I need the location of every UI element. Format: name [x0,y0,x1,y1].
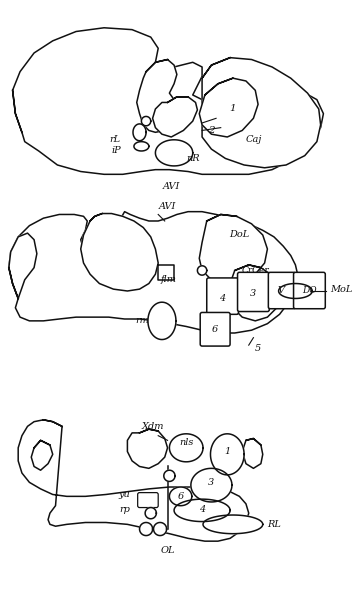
Polygon shape [155,140,193,166]
Polygon shape [158,265,174,280]
Text: AVI: AVI [163,182,180,191]
Polygon shape [279,284,312,298]
Text: nls: nls [179,438,193,447]
Text: 4: 4 [199,505,205,514]
Text: DoL: DoL [229,231,250,240]
Text: CrCer: CrCer [241,266,269,275]
Polygon shape [174,499,230,522]
FancyBboxPatch shape [200,312,230,346]
Text: 3: 3 [208,478,215,487]
Polygon shape [152,97,197,137]
Polygon shape [31,440,53,470]
Polygon shape [9,212,298,333]
FancyBboxPatch shape [268,272,295,309]
Polygon shape [9,233,37,298]
Polygon shape [169,434,203,462]
Text: nR: nR [186,154,200,163]
Polygon shape [169,487,192,506]
Text: 4: 4 [220,294,226,303]
FancyBboxPatch shape [138,493,158,508]
Text: 3: 3 [250,289,257,298]
Text: RL: RL [268,520,281,529]
Polygon shape [227,265,280,321]
Polygon shape [210,434,244,475]
Polygon shape [154,523,167,536]
Text: 2: 2 [208,126,215,135]
Text: AVI: AVI [159,203,176,212]
Polygon shape [203,515,263,534]
Text: flm: flm [161,275,177,284]
Polygon shape [13,28,323,174]
Text: Caj: Caj [246,135,262,145]
Polygon shape [242,439,263,468]
Polygon shape [191,468,232,502]
FancyBboxPatch shape [238,272,269,312]
Polygon shape [148,302,176,340]
Text: MoL: MoL [330,285,352,293]
FancyBboxPatch shape [207,278,239,314]
Text: OL: OL [160,546,175,555]
Text: iP: iP [111,146,121,156]
Polygon shape [137,60,179,132]
Text: V: V [278,287,285,295]
Text: 5: 5 [255,345,261,353]
Polygon shape [18,420,249,541]
Text: 6: 6 [178,492,184,501]
Polygon shape [199,78,258,137]
FancyBboxPatch shape [294,272,325,309]
Polygon shape [133,124,146,141]
Polygon shape [142,117,151,126]
Text: yu: yu [119,490,130,499]
Text: 6: 6 [212,325,218,334]
Polygon shape [164,470,175,481]
Text: rL: rL [110,135,121,145]
Text: Xdm: Xdm [141,422,164,431]
Polygon shape [127,429,168,468]
Text: 1: 1 [229,104,236,113]
Text: rm: rm [135,317,149,325]
Polygon shape [202,57,321,168]
Polygon shape [81,214,158,291]
Polygon shape [197,266,207,275]
Polygon shape [134,142,149,151]
Polygon shape [139,523,152,536]
Polygon shape [199,215,268,284]
Text: DO: DO [302,287,317,295]
Text: rp: rp [119,505,130,514]
Text: 1: 1 [224,447,231,456]
Polygon shape [145,508,156,518]
